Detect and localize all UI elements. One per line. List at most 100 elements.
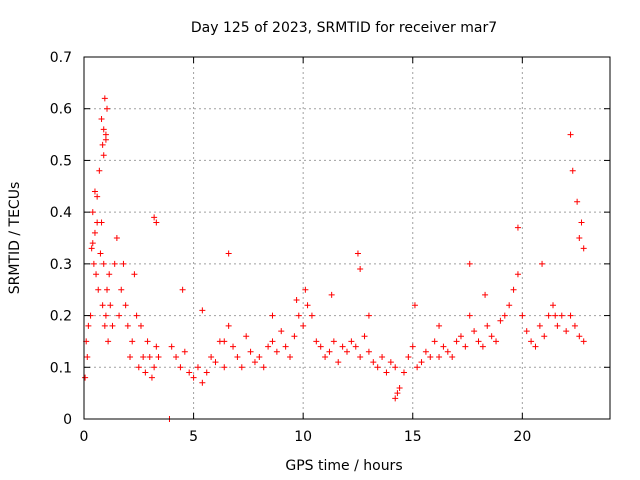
data-point [322,353,329,360]
data-point [295,312,302,319]
data-point [90,260,97,267]
data-point [536,322,543,329]
data-point [330,338,337,345]
data-point [168,343,175,350]
data-point [409,343,416,350]
data-point [453,338,460,345]
data-point [102,312,109,319]
data-point [383,369,390,376]
data-point [102,131,109,138]
data-point [100,152,107,159]
y-tick-label: 0.3 [50,257,72,273]
chart-title: Day 125 of 2023, SRMTID for receiver mar… [191,20,497,36]
data-point [396,384,403,391]
data-point [405,353,412,360]
data-point [580,338,587,345]
x-tick-label: 5 [189,429,198,445]
y-tick-label: 0.2 [50,309,72,325]
data-point [260,364,267,371]
data-point [186,369,193,376]
data-point [199,379,206,386]
data-point [357,266,364,273]
data-point [99,141,106,148]
data-point [326,348,333,355]
data-point [514,224,521,231]
grid [84,57,610,419]
data-point [482,291,489,298]
data-point [105,338,112,345]
data-points [82,95,587,422]
data-point [554,322,561,329]
data-point [422,348,429,355]
data-point [493,338,500,345]
data-point [95,286,102,293]
data-point [278,328,285,335]
data-point [501,312,508,319]
data-point [431,338,438,345]
data-point [107,302,114,309]
data-point [177,364,184,371]
data-point [519,312,526,319]
data-point [563,328,570,335]
x-axis-label: GPS time / hours [285,458,402,474]
x-tick-label: 10 [294,429,312,445]
data-point [344,348,350,355]
data-point [462,343,469,350]
data-point [418,359,425,366]
data-point [578,219,585,226]
x-tick-label: 20 [513,429,531,445]
data-point [411,302,418,309]
data-point [230,343,237,350]
data-point [479,343,486,350]
data-point [89,209,96,216]
data-point [488,333,495,340]
data-point [550,302,557,309]
y-axis-label: SRMTID / TECUs [7,182,23,295]
data-point [580,245,587,252]
data-point [131,271,138,278]
data-point [300,322,307,329]
x-tick-label: 0 [80,429,89,445]
data-point [365,348,372,355]
data-point [436,353,443,360]
data-point [552,312,559,319]
data-point [181,348,188,355]
data-point [97,250,104,257]
data-point [444,348,451,355]
data-point [84,353,91,360]
data-point [194,364,201,371]
data-point [127,353,134,360]
data-point [88,245,95,252]
data-point [484,322,491,329]
data-point [113,235,120,241]
data-point [89,240,96,247]
data-point [471,328,478,335]
data-point [291,333,298,340]
data-point [116,312,123,319]
data-point [251,359,258,366]
y-tick-label: 0.1 [50,360,72,376]
data-point [308,312,315,319]
data-point [414,364,421,371]
data-point [199,307,206,314]
data-point [122,302,129,309]
data-point [140,353,147,360]
data-point [91,188,98,195]
data-point [109,322,116,329]
data-point [567,131,574,138]
data-point [104,105,111,112]
data-point [539,260,546,267]
data-point [100,126,107,133]
data-point [394,390,401,397]
data-point [339,343,346,350]
data-point [466,312,473,319]
data-point [576,235,583,241]
data-point [545,312,552,319]
y-tick-label: 0.6 [50,102,72,118]
data-point [304,302,311,309]
data-point [96,167,103,174]
data-point [528,338,535,345]
data-point [111,260,118,267]
data-point [400,369,407,376]
